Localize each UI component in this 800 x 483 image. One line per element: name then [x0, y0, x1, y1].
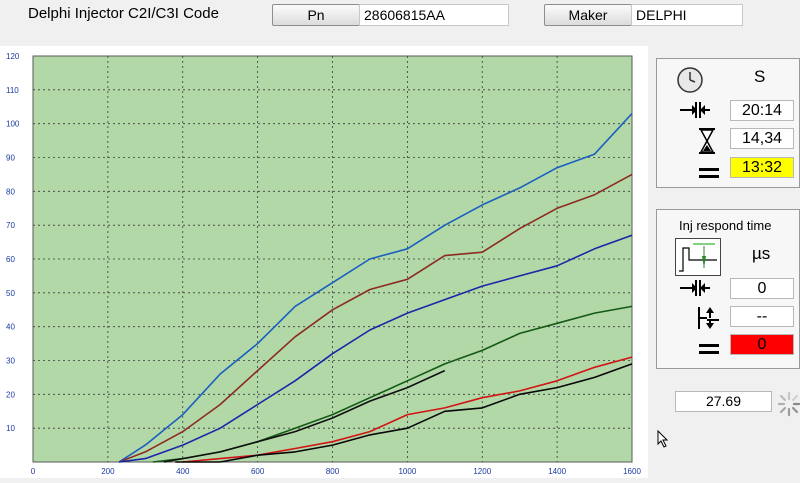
x-tick-label: 1000 — [398, 467, 416, 476]
x-tick-label: 600 — [251, 467, 265, 476]
maker-button[interactable]: Maker — [544, 4, 632, 26]
series-line-2 — [118, 173, 633, 463]
mouse-cursor-icon — [657, 430, 669, 448]
respond-unit: µs — [752, 244, 771, 263]
y-tick-label: 50 — [6, 289, 15, 298]
respond-result-field: 0 — [730, 334, 794, 355]
y-tick-label: 40 — [6, 323, 15, 332]
series-line-3 — [118, 234, 633, 463]
x-tick-label: 400 — [176, 467, 190, 476]
respond-measured-field: 0 — [730, 278, 794, 299]
respond-equals-icon — [699, 344, 719, 354]
x-tick-label: 1600 — [623, 467, 641, 476]
loading-spinner-icon — [778, 391, 800, 417]
series-line-1 — [118, 112, 633, 463]
x-tick-label: 0 — [31, 467, 36, 476]
pn-button[interactable]: Pn — [272, 4, 360, 26]
pressure-readout: 27.69 — [675, 391, 772, 412]
y-tick-label: 110 — [6, 86, 19, 95]
interval-arrows-icon — [680, 102, 710, 118]
timer-unit: S — [754, 67, 766, 86]
plot-area — [32, 55, 633, 463]
vertical-interval-icon — [698, 307, 719, 329]
y-tick-label: 90 — [6, 154, 15, 163]
respond-interval-arrows-icon — [680, 280, 710, 296]
y-tick-label: 10 — [6, 424, 15, 433]
y-tick-label: 70 — [6, 221, 15, 230]
chart-svg: 0 200 400 600 800 1000 1200 1400 1600 10 20 30 40 50 6… — [0, 46, 648, 478]
injector-waveform-icon — [675, 238, 721, 276]
total-time-field: 13:32 — [730, 157, 794, 178]
respond-interval-field: -- — [730, 306, 794, 327]
y-tick-label: 120 — [6, 52, 20, 61]
respond-title: Inj respond time — [679, 218, 772, 233]
series-line-7 — [175, 363, 633, 463]
maker-field[interactable]: DELPHI — [631, 4, 743, 26]
series-line-5 — [163, 369, 446, 463]
y-tick-label: 20 — [6, 390, 15, 399]
equals-icon — [699, 168, 719, 178]
hourglass-time-field: 14,34 — [730, 128, 794, 149]
hourglass-icon — [699, 128, 715, 154]
y-tick-label: 60 — [6, 255, 15, 264]
flow-chart: 0 200 400 600 800 1000 1200 1400 1600 10 20 30 40 50 6… — [0, 46, 648, 478]
pn-field[interactable]: 28606815AA — [359, 4, 509, 26]
window-title: Delphi Injector C2I/C3I Code — [28, 5, 219, 22]
x-tick-label: 800 — [326, 467, 340, 476]
x-tick-label: 200 — [101, 467, 115, 476]
x-tick-label: 1200 — [473, 467, 491, 476]
y-tick-label: 80 — [6, 187, 15, 196]
clock-icon — [677, 67, 703, 93]
x-tick-label: 1400 — [548, 467, 566, 476]
y-tick-label: 30 — [6, 357, 15, 366]
elapsed-time-field: 20:14 — [730, 100, 794, 121]
y-tick-label: 100 — [6, 120, 20, 129]
